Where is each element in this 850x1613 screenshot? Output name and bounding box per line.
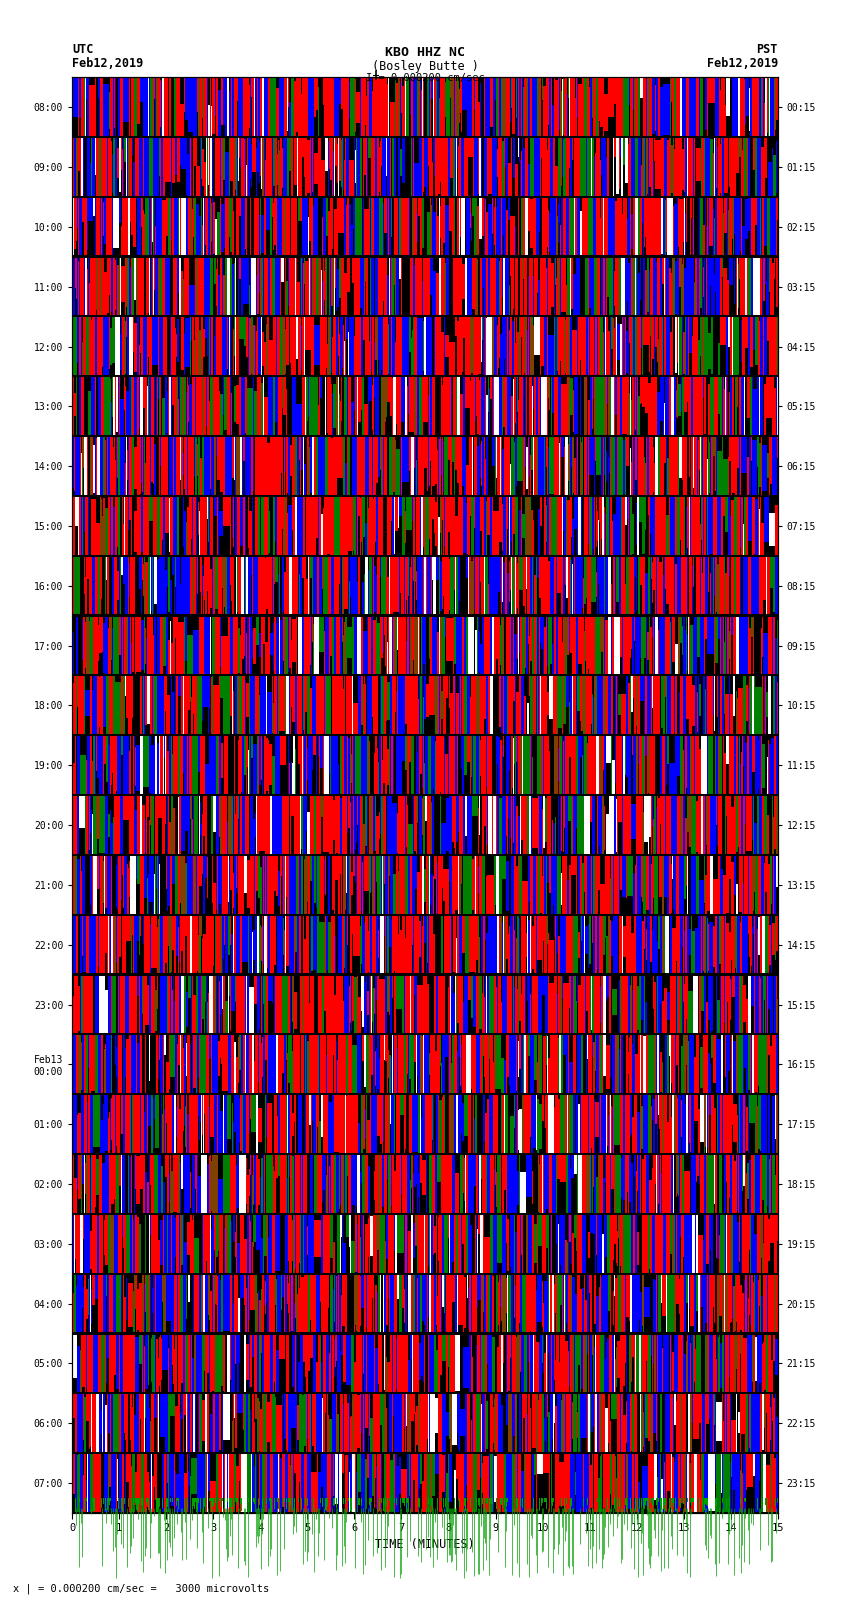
Text: UTC: UTC	[72, 44, 94, 56]
Text: Feb12,2019: Feb12,2019	[706, 58, 778, 71]
Text: I = 0.000200 cm/sec: I = 0.000200 cm/sec	[366, 73, 484, 82]
Text: Feb12,2019: Feb12,2019	[72, 58, 144, 71]
X-axis label: TIME (MINUTES): TIME (MINUTES)	[375, 1537, 475, 1550]
Text: PST: PST	[756, 44, 778, 56]
Text: x | = 0.000200 cm/sec =   3000 microvolts: x | = 0.000200 cm/sec = 3000 microvolts	[13, 1584, 269, 1595]
Text: KBO HHZ NC: KBO HHZ NC	[385, 45, 465, 60]
Text: (Bosley Butte ): (Bosley Butte )	[371, 60, 479, 74]
